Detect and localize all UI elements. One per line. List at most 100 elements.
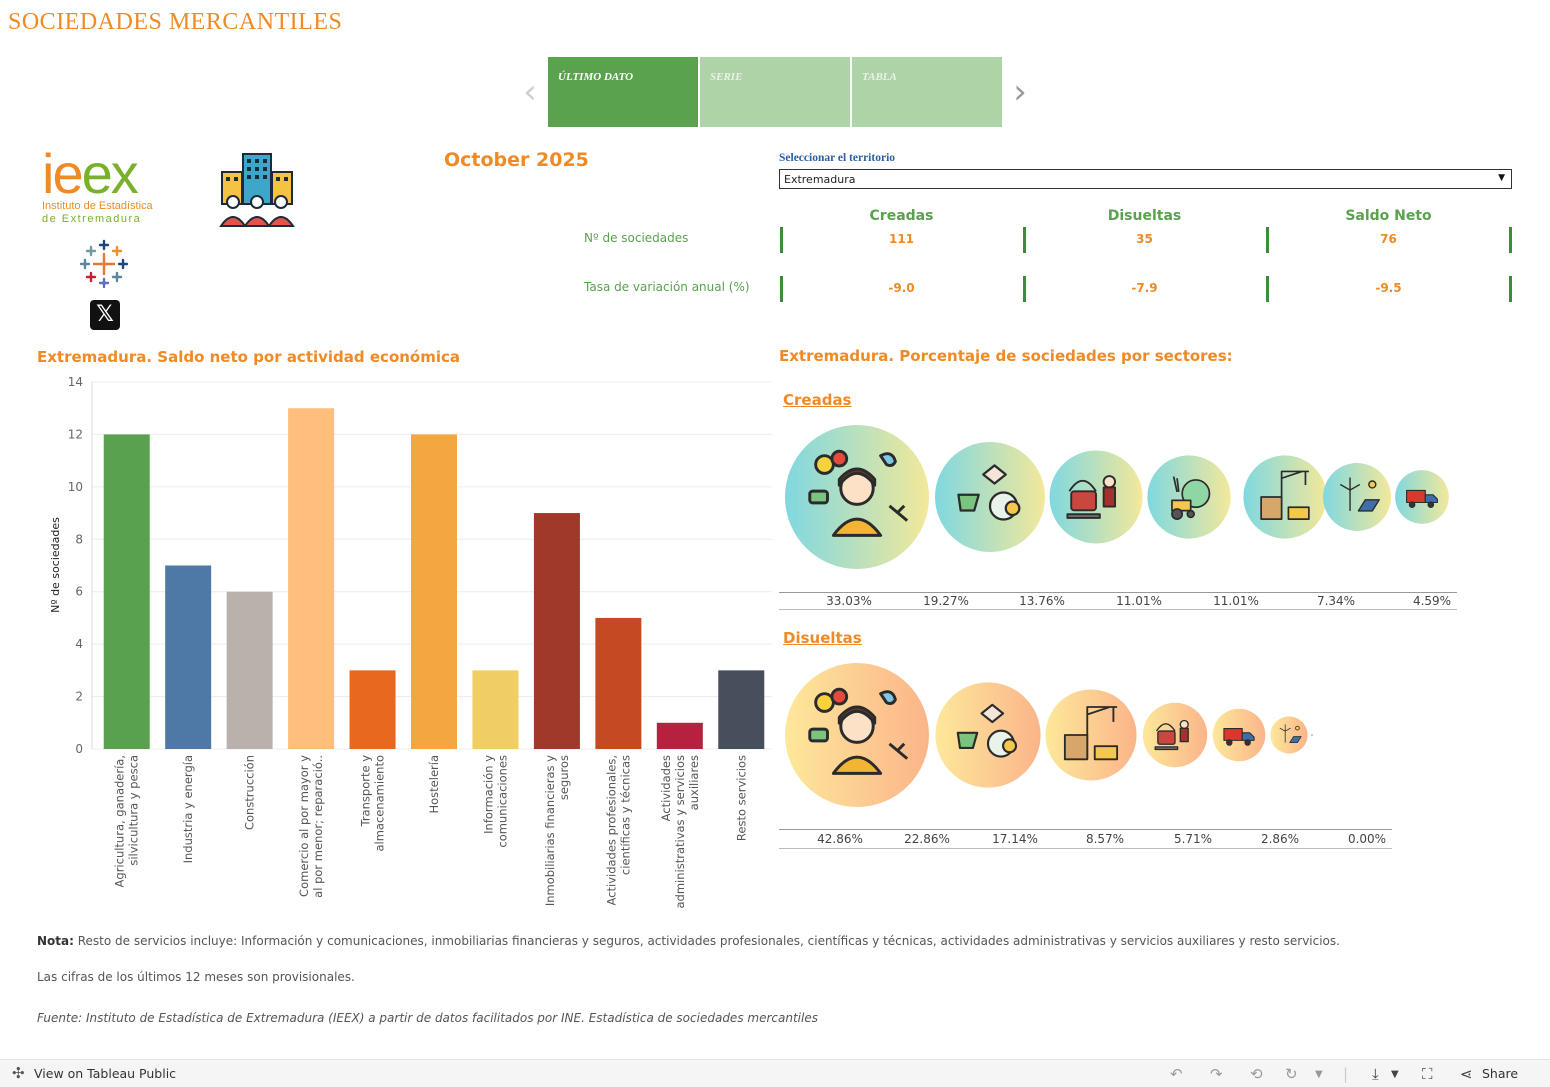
bubble-3[interactable] [1142, 702, 1208, 768]
download-icon[interactable]: ⤓ [1372, 1065, 1379, 1083]
fullscreen-icon[interactable]: ⛶ [1422, 1065, 1433, 1083]
bar-4[interactable] [349, 670, 396, 749]
bar-0[interactable] [103, 434, 150, 749]
bubble-1[interactable] [935, 442, 1045, 552]
territory-dropdown[interactable]: Extremadura ▼ [779, 169, 1512, 189]
kpi-row-label-tasa: Tasa de variación anual (%) [584, 280, 750, 294]
revert-icon[interactable]: ⟲ [1250, 1065, 1263, 1083]
bar-6[interactable] [472, 670, 519, 749]
chevron-down-icon[interactable]: ▼ [1498, 173, 1505, 183]
y-tick-label: 14 [68, 375, 83, 389]
svg-text:Información y: Información y [481, 755, 495, 834]
bubble-0[interactable] [785, 425, 929, 569]
percentage-label: 7.34% [1316, 594, 1356, 608]
ieex-logo[interactable]: ieex Instituto de Estadística de Extrema… [42, 146, 172, 226]
energy-windmill-icon [1339, 477, 1380, 512]
x-logo-icon[interactable]: 𝕏 [90, 300, 120, 330]
note-text: Nota: Resto de servicios incluye: Inform… [37, 934, 1340, 948]
refresh-icon[interactable]: ↻ [1285, 1065, 1298, 1083]
bar-3[interactable] [288, 408, 335, 749]
transport-truck-icon [1223, 727, 1255, 746]
svg-text:Actividades: Actividades [659, 755, 673, 821]
bar-5[interactable] [411, 434, 457, 749]
hospitality-bellboy-icon [1154, 719, 1189, 751]
bubble-5[interactable] [1270, 716, 1308, 754]
tab-ultimo-dato[interactable]: ÚLTIMO DATO [548, 57, 698, 127]
tab-tabla[interactable]: TABLA [852, 57, 1002, 127]
x-tick-label: Actividades profesionales, científicas y … [604, 755, 632, 905]
bubble-0[interactable] [785, 663, 929, 807]
bubble-3[interactable] [1147, 455, 1231, 539]
share-button[interactable]: Share [1482, 1066, 1519, 1081]
percentage-label: 42.86% [817, 832, 863, 846]
bubble-5[interactable] [1323, 463, 1391, 531]
tableau-logo-icon[interactable] [78, 238, 130, 290]
disueltas-percentages: 42.86% 22.86% 17.14% 8.57% 5.71% 2.86% 0.00% [0, 832, 1550, 848]
divider [779, 609, 1457, 610]
disueltas-bubble-chart [785, 663, 1313, 807]
chevron-down-icon[interactable]: ▼ [1315, 1069, 1323, 1080]
percentage-label: 22.86% [904, 832, 950, 846]
y-tick-label: 12 [68, 427, 83, 441]
y-tick-label: 0 [75, 742, 83, 756]
tab-serie[interactable]: SERIE [700, 57, 850, 127]
x-tick-label: Agricultura, ganadería, silvicultura y pe… [113, 755, 141, 887]
share-icon[interactable]: ⋖ [1460, 1065, 1473, 1083]
y-tick-label: 8 [75, 532, 83, 546]
kpi-value-creadas-n: 111 [888, 232, 915, 246]
bar-7[interactable] [533, 513, 580, 749]
bubble-2[interactable] [1049, 450, 1143, 544]
bar-8[interactable] [595, 617, 642, 749]
period-label: October 2025 [444, 149, 589, 171]
tableau-mini-icon[interactable]: ✣ [12, 1064, 25, 1082]
svg-text:al por menor; reparació..: al por menor; reparació.. [311, 755, 325, 898]
bubble-1[interactable] [935, 682, 1041, 788]
energy-windmill-icon [1279, 724, 1302, 744]
svg-text:almacenamiento: almacenamiento [373, 755, 387, 852]
svg-text:comunicaciones: comunicaciones [495, 755, 509, 848]
percentage-label: 11.01% [1116, 594, 1162, 608]
creadas-subtitle[interactable]: Creadas [783, 391, 852, 409]
x-tick-label: Información y comunicaciones [481, 755, 509, 848]
percentage-label: 4.59% [1412, 594, 1452, 608]
percentage-label: 0.00% [1347, 832, 1387, 846]
redo-icon[interactable]: ↷ [1210, 1065, 1223, 1083]
x-tick-label: Actividades administrativas y servicios au… [659, 755, 701, 909]
chevron-down-icon[interactable]: ▼ [1391, 1069, 1399, 1080]
percentage-label: 13.76% [1019, 594, 1065, 608]
kpi-value-saldo-n: 76 [1380, 232, 1397, 246]
percentage-label: 33.03% [826, 594, 872, 608]
bubble-4[interactable] [1212, 708, 1266, 762]
bar-2[interactable] [226, 591, 273, 749]
percentage-label: 19.27% [923, 594, 969, 608]
svg-text:Construcción: Construcción [243, 755, 257, 830]
percentage-label: 17.14% [992, 832, 1038, 846]
svg-text:seguros: seguros [557, 755, 571, 800]
bar-1[interactable] [165, 565, 212, 750]
bubble-4[interactable] [1243, 455, 1327, 539]
kpi-divider [1023, 227, 1026, 253]
toolbar-divider: | [1343, 1065, 1349, 1083]
source-text: Fuente: Instituto de Estadística de Extr… [37, 1011, 818, 1025]
svg-text:Transporte y: Transporte y [359, 755, 373, 828]
svg-text:silvicultura y pesca: silvicultura y pesca [127, 755, 141, 866]
divider [779, 829, 1392, 830]
x-tick-label: Industria y energía [181, 755, 195, 863]
view-on-tableau-link[interactable]: View on Tableau Public [34, 1066, 177, 1081]
bar-9[interactable] [656, 722, 703, 749]
bubble-2[interactable] [1045, 689, 1137, 781]
next-arrow-icon[interactable]: › [1013, 72, 1027, 112]
svg-text:auxiliares: auxiliares [687, 755, 701, 810]
y-tick-label: 2 [75, 690, 83, 704]
percentage-label: 2.86% [1260, 832, 1300, 846]
svg-text:administrativas y servicios: administrativas y servicios [673, 755, 687, 909]
undo-icon[interactable]: ↶ [1170, 1065, 1183, 1083]
bubble-6[interactable] [1395, 470, 1449, 524]
svg-text:Hostelería: Hostelería [427, 755, 441, 814]
kpi-header-creadas: Creadas [869, 208, 934, 224]
disueltas-subtitle[interactable]: Disueltas [783, 629, 862, 647]
prev-arrow-icon[interactable]: ‹ [523, 72, 537, 112]
kpi-divider [780, 227, 783, 253]
kpi-value-disueltas-tasa: -7.9 [1131, 281, 1158, 295]
bar-10[interactable] [718, 670, 765, 749]
